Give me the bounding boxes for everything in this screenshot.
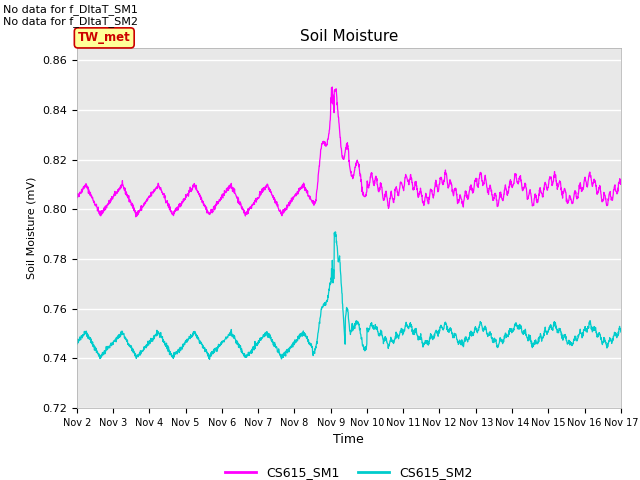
CS615_SM1 — [225, 183, 232, 189]
Legend: CS615_SM1, CS615_SM2: CS615_SM1, CS615_SM2 — [220, 461, 478, 480]
CS615_SM1 — [73, 195, 81, 201]
CS615_SM2 — [205, 356, 213, 362]
Title: Soil Moisture: Soil Moisture — [300, 29, 398, 44]
CS615_SM2 — [617, 329, 625, 335]
CS615_SM1 — [365, 184, 372, 190]
Y-axis label: Soil Moisture (mV): Soil Moisture (mV) — [27, 177, 36, 279]
Line: CS615_SM1: CS615_SM1 — [77, 87, 621, 217]
CS615_SM1 — [328, 84, 336, 90]
CS615_SM1 — [508, 181, 515, 187]
Text: No data for f_DltaT_SM2: No data for f_DltaT_SM2 — [3, 16, 138, 27]
X-axis label: Time: Time — [333, 433, 364, 446]
CS615_SM1 — [132, 214, 140, 220]
CS615_SM2 — [508, 326, 515, 332]
CS615_SM2 — [570, 340, 577, 346]
CS615_SM1 — [584, 177, 592, 183]
CS615_SM2 — [584, 324, 592, 329]
CS615_SM2 — [377, 327, 385, 333]
Text: No data for f_DltaT_SM1: No data for f_DltaT_SM1 — [3, 4, 138, 15]
CS615_SM1 — [617, 181, 625, 187]
Text: TW_met: TW_met — [78, 31, 131, 44]
CS615_SM1 — [570, 198, 577, 204]
CS615_SM2 — [365, 326, 372, 332]
CS615_SM2 — [225, 333, 232, 338]
CS615_SM1 — [377, 183, 385, 189]
Line: CS615_SM2: CS615_SM2 — [77, 232, 621, 359]
CS615_SM2 — [73, 340, 81, 346]
CS615_SM2 — [332, 229, 339, 235]
